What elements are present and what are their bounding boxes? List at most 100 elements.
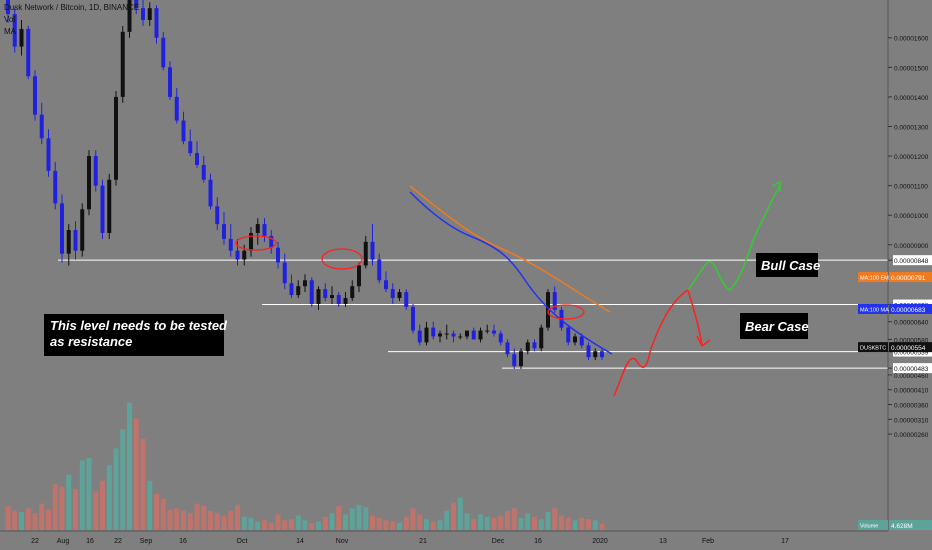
time-axis-label: 22 [114, 538, 122, 545]
candle-body [215, 206, 220, 225]
candle-body [579, 336, 584, 346]
price-axis-label: 0.00001000 [894, 213, 929, 220]
volume-bar [565, 518, 571, 530]
candle-body [505, 342, 510, 355]
time-axis-label: Dec [492, 538, 505, 545]
price-axis-label: 0.00000260 [894, 432, 929, 439]
candle-body [417, 330, 422, 343]
candle-body [498, 333, 503, 343]
time-axis-label: 16 [534, 538, 542, 545]
candle-body [438, 333, 442, 337]
candle-body [370, 241, 375, 260]
candle-body [12, 14, 17, 47]
candle-body [323, 289, 328, 299]
candle-body [195, 153, 199, 165]
volume-bar [79, 460, 85, 530]
candle-body [397, 292, 402, 299]
volume-bar [511, 508, 517, 530]
candle-body [390, 289, 395, 299]
volume-bar [437, 520, 443, 530]
volume-bar [599, 524, 605, 530]
volume-bar [228, 510, 234, 530]
candle-body [60, 203, 64, 254]
price-tag: DUSKBTC 0.00000554 [858, 342, 932, 353]
price-axis-label: 0.00001200 [894, 154, 929, 161]
volume-bar [329, 513, 335, 530]
candle-body [512, 354, 517, 367]
volume-bar [262, 520, 267, 530]
price-tag-label: Volume [860, 524, 878, 530]
annotation-box-resistance [44, 314, 224, 356]
candle-body [181, 120, 186, 142]
candle-body [174, 96, 179, 121]
price-axis-label: 0.00000900 [894, 243, 929, 250]
volume-bar [127, 402, 132, 530]
price-axis-label: 0.00000410 [894, 388, 929, 395]
time-axis-label: 16 [179, 538, 187, 545]
chart-legend: Dusk Network / Bitcoin, 1D, BINANCE Vol … [4, 2, 139, 38]
volume-bar [289, 519, 294, 530]
bear-case-path [613, 288, 703, 397]
volume-bar [208, 510, 213, 530]
volume-bar [451, 502, 456, 530]
candle-body [242, 250, 247, 260]
candle-body [222, 224, 226, 239]
candle-body [255, 224, 260, 233]
volume-bar [349, 508, 355, 530]
candle-body [444, 333, 449, 335]
candle-body [93, 156, 98, 186]
candle-body [316, 289, 321, 304]
candle-body [235, 250, 240, 260]
candle-body [127, 0, 132, 32]
price-axis-label: 0.00000580 [894, 337, 929, 344]
volume-bar [39, 503, 45, 530]
annotation-resistance-text: as resistance [50, 334, 132, 349]
volume-bar [552, 508, 558, 530]
volume-bar [363, 507, 369, 530]
candle-body [201, 164, 206, 180]
volume-bar [59, 486, 65, 530]
candle-body [485, 330, 490, 332]
level-price-tag-bg [893, 255, 932, 266]
volume-bar [25, 508, 31, 530]
price-axis-label: 0.00000483 [894, 366, 929, 373]
price-axis-label: 0.00001600 [894, 36, 929, 43]
price-tag-label: MA:100 EMA [860, 276, 893, 282]
annotation-bull-text: Bull Case [761, 258, 820, 273]
volume-bar [559, 515, 564, 530]
volume-bar [46, 509, 51, 530]
price-axis-label: 0.00000360 [894, 403, 929, 410]
annotation-box-bear [740, 313, 808, 339]
volume-bar [86, 458, 92, 530]
volume-bar [140, 438, 146, 530]
volume-bar [133, 418, 139, 530]
time-axis-label: 13 [659, 538, 667, 545]
candle-body [357, 265, 361, 287]
volume-bar [302, 520, 308, 530]
volume-bar [194, 503, 200, 530]
volume-bar [356, 504, 362, 530]
candle-body [120, 31, 125, 97]
volume-bar [579, 518, 585, 530]
candle-body [350, 286, 355, 299]
volume-bar [545, 512, 551, 530]
volume-bar [93, 491, 99, 530]
price-tag-label-bg [858, 342, 888, 353]
candle-body [147, 8, 152, 20]
candle-body [66, 230, 71, 254]
candle-body [39, 114, 44, 139]
candle-series [6, 0, 604, 370]
candle-body [26, 28, 31, 77]
price-tag-label: DUSKBTC [860, 346, 886, 352]
volume-bar [417, 514, 423, 530]
chart-title: Dusk Network / Bitcoin, 1D, BINANCE [4, 3, 140, 12]
volume-bar [100, 480, 105, 530]
red-circle-annotation [235, 235, 277, 251]
red-circle-annotation [547, 304, 585, 320]
volume-bar [498, 515, 504, 530]
time-axis-label: 22 [31, 538, 39, 545]
candle-body [80, 209, 85, 251]
volume-bar [592, 520, 598, 530]
